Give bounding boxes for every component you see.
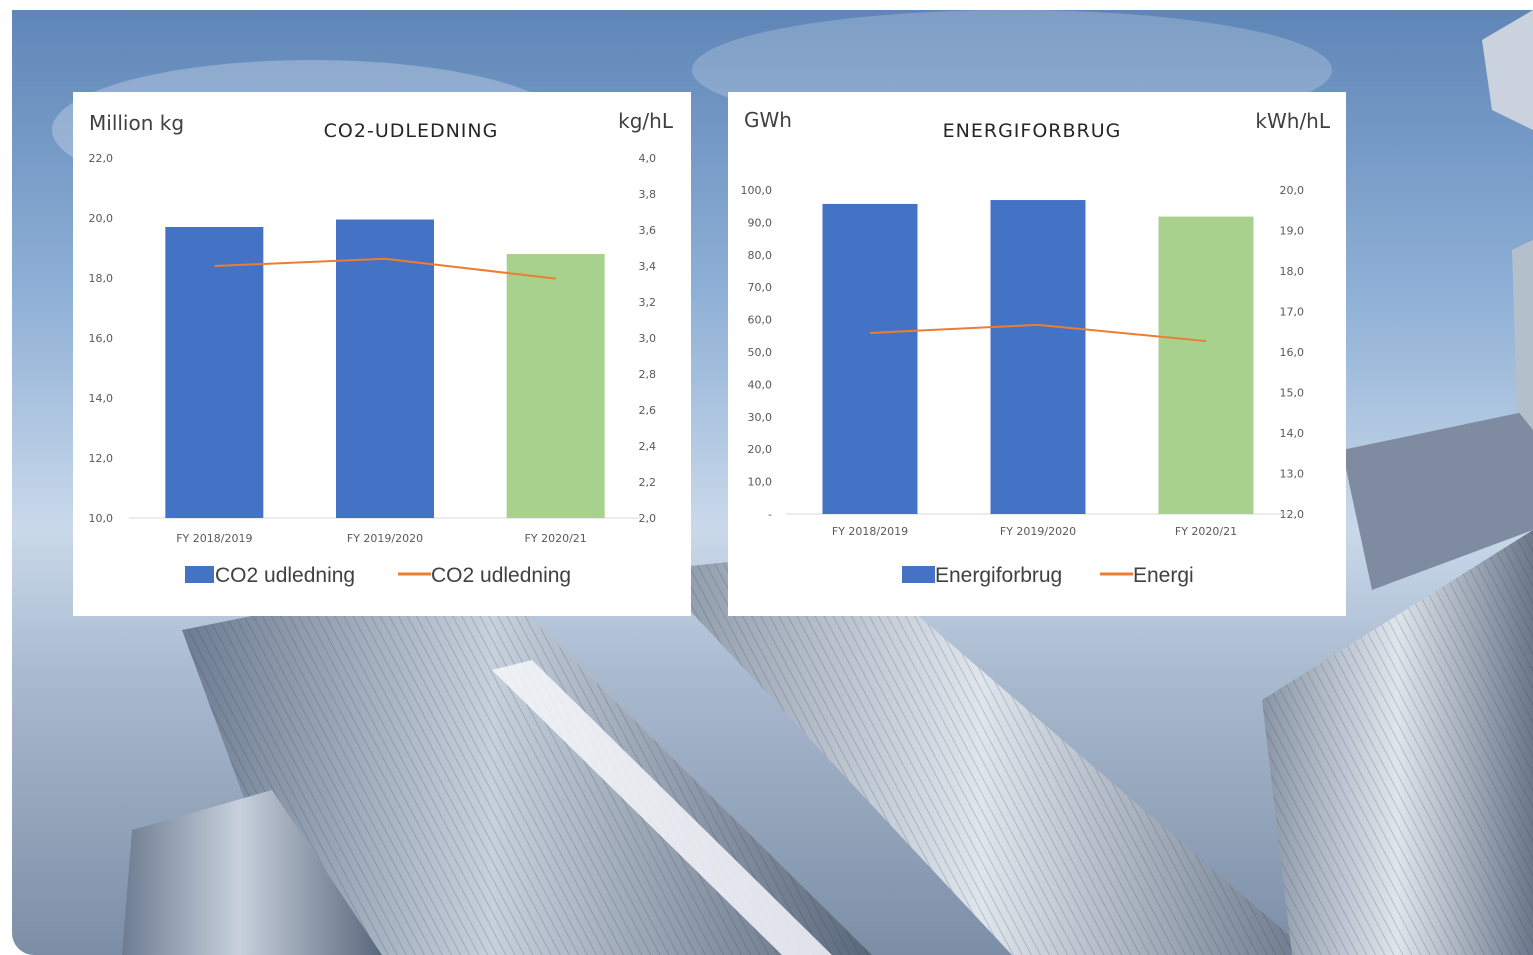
right-axis-tick-label: 17,0 xyxy=(1280,306,1305,319)
right-axis-tick-label: 16,0 xyxy=(1280,346,1305,359)
line-series xyxy=(869,323,1207,343)
left-axis-tick-label: 30,0 xyxy=(748,411,773,424)
left-axis-tick-label: - xyxy=(768,508,772,521)
right-axis-tick-label: 20,0 xyxy=(1280,184,1305,197)
line-series xyxy=(214,257,556,280)
left-axis-tick-label: 10,0 xyxy=(89,512,114,525)
right-axis-tick-label: 2,2 xyxy=(639,476,657,489)
right-axis-tick-label: 12,0 xyxy=(1280,508,1305,521)
category-label: FY 2020/21 xyxy=(1175,525,1237,538)
chart-legend: CO2 udledning CO2 udledning xyxy=(185,564,571,587)
category-label: FY 2019/2020 xyxy=(347,532,423,545)
category-label: FY 2018/2019 xyxy=(832,525,908,538)
bar xyxy=(1158,216,1254,514)
left-axis-unit: Million kg xyxy=(89,111,184,135)
left-axis-tick-label: 60,0 xyxy=(748,314,773,327)
left-axis-tick-label: 12,0 xyxy=(89,452,114,465)
left-axis-tick-label: 18,0 xyxy=(89,272,114,285)
energy-chart: GWh ENERGIFORBRUG kWh/hL 100,0 90,0 80,0 70… xyxy=(741,108,1331,587)
left-axis-tick-label: 14,0 xyxy=(89,392,114,405)
legend-bar-label: CO2 udledning xyxy=(215,564,355,587)
right-axis-tick-label: 3,0 xyxy=(639,332,657,345)
bar xyxy=(336,219,434,518)
legend-bar-label: Energiforbrug xyxy=(935,564,1062,587)
right-axis-tick-label: 3,2 xyxy=(639,296,657,309)
right-axis-tick-label: 3,8 xyxy=(639,188,657,201)
right-axis-tick-label: 4,0 xyxy=(639,152,657,165)
co2-chart: Million kg CO2-UDLEDNING kg/hL 22,0 20,0 1… xyxy=(89,109,674,587)
right-axis-tick-label: 2,4 xyxy=(639,440,657,453)
left-axis-tick-label: 90,0 xyxy=(748,216,773,229)
right-axis-tick-label: 13,0 xyxy=(1280,468,1305,481)
right-axis-unit: kWh/hL xyxy=(1255,109,1330,133)
co2-chart-panel: Million kg CO2-UDLEDNING kg/hL 22,0 20,0 1… xyxy=(73,92,691,616)
left-axis-tick-label: 22,0 xyxy=(89,152,114,165)
legend-bar-swatch xyxy=(185,566,214,583)
category-label: FY 2018/2019 xyxy=(176,532,252,545)
left-axis-tick-label: 40,0 xyxy=(748,378,773,391)
left-axis-unit: GWh xyxy=(744,108,792,132)
legend-line-label: Energi xyxy=(1133,564,1194,587)
bar xyxy=(165,227,264,518)
right-axis-unit: kg/hL xyxy=(618,109,674,133)
energy-chart-panel: GWh ENERGIFORBRUG kWh/hL 100,0 90,0 80,0 70… xyxy=(728,92,1346,616)
left-axis-tick-label: 20,0 xyxy=(748,443,773,456)
right-axis-tick-label: 15,0 xyxy=(1280,387,1305,400)
left-axis-tick-label: 100,0 xyxy=(741,184,773,197)
category-label: FY 2020/21 xyxy=(525,532,587,545)
right-axis-tick-label: 18,0 xyxy=(1280,265,1305,278)
right-axis-tick-label: 2,0 xyxy=(639,512,657,525)
category-label: FY 2019/2020 xyxy=(1000,525,1076,538)
right-axis-tick-label: 2,6 xyxy=(639,404,657,417)
right-axis-tick-label: 14,0 xyxy=(1280,427,1305,440)
right-axis-tick-label: 3,6 xyxy=(639,224,657,237)
bar xyxy=(822,203,918,514)
legend-line-label: CO2 udledning xyxy=(431,564,571,587)
bar xyxy=(506,254,605,518)
bar xyxy=(990,200,1086,514)
legend-bar-swatch xyxy=(902,566,935,583)
chart-title: CO2-UDLEDNING xyxy=(324,120,499,142)
chart-legend: Energiforbrug Energi xyxy=(902,564,1194,587)
right-axis-tick-label: 2,8 xyxy=(639,368,657,381)
left-axis-tick-label: 80,0 xyxy=(748,249,773,262)
right-axis-tick-label: 3,4 xyxy=(639,260,657,273)
plot-area: 100,0 90,0 80,0 70,0 60,0 50,0 40,0 30,0 20,0 10,… xyxy=(741,184,1305,538)
plot-area: 22,0 20,0 18,0 16,0 14,0 12,0 10,0 4,0 3,8 3,6 3,4… xyxy=(89,152,657,545)
left-axis-tick-label: 16,0 xyxy=(89,332,114,345)
left-axis-tick-label: 70,0 xyxy=(748,281,773,294)
left-axis-tick-label: 10,0 xyxy=(748,476,773,489)
left-axis-tick-label: 20,0 xyxy=(89,212,114,225)
left-axis-tick-label: 50,0 xyxy=(748,346,773,359)
chart-title: ENERGIFORBRUG xyxy=(943,120,1122,142)
right-axis-tick-label: 19,0 xyxy=(1280,225,1305,238)
silo-illustration xyxy=(52,10,1533,955)
